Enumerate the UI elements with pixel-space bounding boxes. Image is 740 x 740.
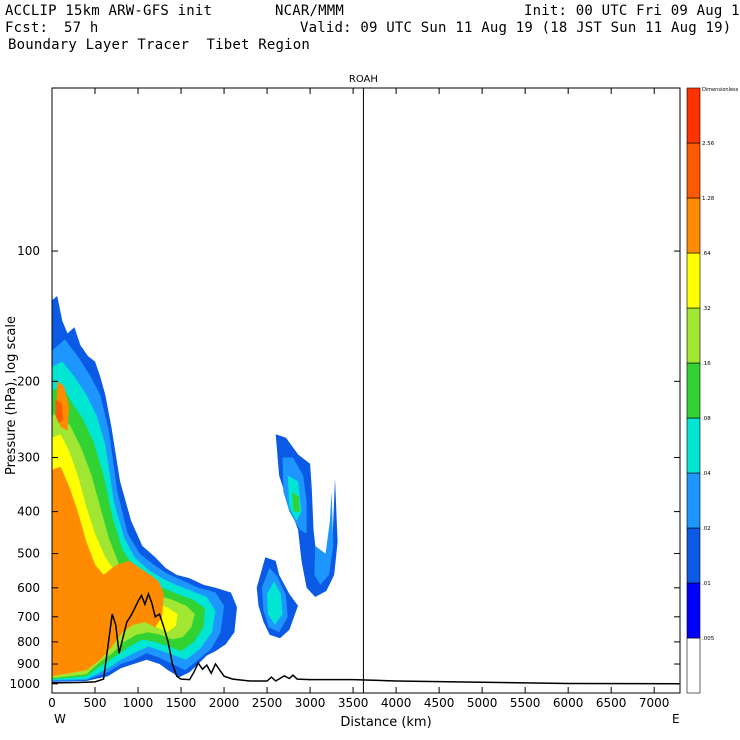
colorbar-segment xyxy=(686,87,701,144)
y-tick-label: 100 xyxy=(17,244,40,258)
y-tick-label: 1000 xyxy=(9,677,40,691)
init-time: Init: 00 UTC Fri 09 Aug 19 xyxy=(524,3,740,19)
x-axis: 0 500 1000 1500 2000 2500 3000 3500 4000 4500 5000… xyxy=(48,88,669,710)
tracer-contour-1p28 xyxy=(55,399,64,424)
colorbar-level-label: .32 xyxy=(702,306,711,312)
colorbar-segment xyxy=(686,527,701,584)
west-end-label: W xyxy=(54,712,66,726)
colorbar-level-label: .64 xyxy=(702,251,711,257)
tracer-contour-p08 xyxy=(292,491,300,512)
terrain-line xyxy=(51,591,681,685)
x-tick-label: 0 xyxy=(48,696,56,710)
x-tick-label: 1500 xyxy=(166,696,197,710)
y-tick-label: 400 xyxy=(17,505,40,519)
y-tick-label: 500 xyxy=(17,547,40,561)
colorbar-level-label: .01 xyxy=(702,581,711,587)
colorbar-level-label: 2.56 xyxy=(702,141,715,147)
y-tick-label: 800 xyxy=(17,635,40,649)
plot-frame xyxy=(51,87,681,694)
y-tick-label: 300 xyxy=(17,451,40,465)
x-tick-label: 6500 xyxy=(596,696,627,710)
y-axis: 100 200 300 400 500 600 700 800 900 1000 xyxy=(9,244,680,691)
colorbar-segment xyxy=(686,252,701,309)
colorbar-segment xyxy=(686,582,701,639)
colorbar-level-label: .08 xyxy=(702,416,711,422)
colorbar-level-label: .02 xyxy=(702,526,711,532)
tracer-contour-p02 xyxy=(314,491,334,585)
colorbar-segment xyxy=(686,197,701,254)
valid-time: Valid: 09 UTC Sun 11 Aug 19 (18 JST Sun … xyxy=(300,20,732,36)
y-tick-label: 200 xyxy=(17,374,40,388)
tracer-contour-p64 xyxy=(52,466,164,677)
x-tick-label: 7000 xyxy=(639,696,670,710)
colorbar-level-label: .04 xyxy=(702,471,711,477)
colorbar-segment xyxy=(686,142,701,199)
east-end-label: E xyxy=(672,712,680,726)
x-tick-label: 4500 xyxy=(424,696,455,710)
x-tick-label: 5500 xyxy=(510,696,541,710)
x-axis-label: Distance (km) xyxy=(340,715,431,730)
product-title: Boundary Layer Tracer Tibet Region xyxy=(8,37,311,53)
forecast-label: Fcst: xyxy=(5,20,49,36)
station-marker-label: ROAH xyxy=(349,74,378,85)
colorbar-units: Dimensionless xyxy=(702,87,739,93)
x-tick-label: 2000 xyxy=(209,696,240,710)
colorbar-level-label: 1.28 xyxy=(702,196,715,202)
colorbar-segment xyxy=(686,307,701,364)
x-tick-label: 4000 xyxy=(381,696,412,710)
y-tick-label: 700 xyxy=(17,610,40,624)
model-title: ACCLIP 15km ARW-GFS init xyxy=(5,3,213,19)
tracer-fill-layer xyxy=(52,296,338,682)
colorbar-segment xyxy=(686,637,701,694)
x-tick-label: 500 xyxy=(84,696,107,710)
colorbar-segment xyxy=(686,472,701,529)
x-tick-label: 2500 xyxy=(252,696,283,710)
colorbar-level-label: .005 xyxy=(702,636,715,642)
tracer-contour-p04 xyxy=(267,581,283,625)
x-tick-label: 1000 xyxy=(123,696,154,710)
y-tick-label: 600 xyxy=(17,581,40,595)
colorbar: .005 .01 .02 .04 .08 .16 .32 .64 1.28 2.56 Dimensi… xyxy=(686,87,739,694)
colorbar-level-label: .16 xyxy=(702,361,711,367)
forecast-hours: 57 h xyxy=(64,20,99,36)
x-tick-label: 5000 xyxy=(467,696,498,710)
x-tick-label: 3500 xyxy=(338,696,369,710)
colorbar-segment xyxy=(686,417,701,474)
y-tick-label: 900 xyxy=(17,657,40,671)
x-tick-label: 6000 xyxy=(553,696,584,710)
colorbar-segment xyxy=(686,362,701,419)
org-label: NCAR/MMM xyxy=(275,3,345,19)
y-axis-label: Pressure (hPa), log scale xyxy=(4,316,19,475)
x-tick-label: 3000 xyxy=(295,696,326,710)
